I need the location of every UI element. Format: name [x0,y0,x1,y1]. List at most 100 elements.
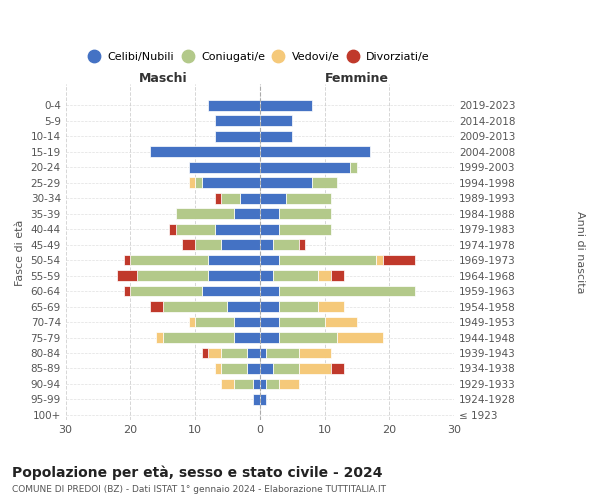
Bar [150,146,260,157]
Bar [350,162,357,172]
Bar [227,301,260,312]
Bar [150,301,163,312]
Bar [169,224,176,234]
Bar [260,316,279,328]
Bar [260,270,273,281]
Bar [311,177,337,188]
Bar [266,348,299,358]
Bar [195,177,202,188]
Bar [260,130,292,141]
Bar [331,270,344,281]
Legend: Celibi/Nubili, Coniugati/e, Vedovi/e, Divorziati/e: Celibi/Nubili, Coniugati/e, Vedovi/e, Di… [85,46,434,66]
Bar [221,363,247,374]
Y-axis label: Anni di nascita: Anni di nascita [575,211,585,294]
Bar [260,332,279,343]
Bar [202,177,260,188]
Bar [124,254,130,266]
Bar [221,378,234,390]
Bar [318,270,331,281]
Text: COMUNE DI PREDOI (BZ) - Dati ISTAT 1° gennaio 2024 - Elaborazione TUTTITALIA.IT: COMUNE DI PREDOI (BZ) - Dati ISTAT 1° ge… [12,485,386,494]
Bar [118,270,137,281]
Bar [130,286,202,296]
Bar [299,239,305,250]
Bar [299,363,331,374]
Bar [260,239,273,250]
Bar [273,270,318,281]
Bar [266,378,279,390]
Bar [195,316,234,328]
Bar [279,316,325,328]
Bar [241,192,260,203]
Bar [202,348,208,358]
Bar [208,270,260,281]
Bar [247,348,260,358]
Bar [260,115,292,126]
Bar [215,363,221,374]
Bar [260,348,266,358]
Bar [176,224,215,234]
Bar [215,224,260,234]
Bar [337,332,383,343]
Bar [260,224,279,234]
Bar [260,192,286,203]
Text: Popolazione per età, sesso e stato civile - 2024: Popolazione per età, sesso e stato civil… [12,465,383,479]
Bar [260,254,279,266]
Bar [156,332,163,343]
Bar [234,378,253,390]
Bar [195,239,221,250]
Bar [279,208,331,219]
Bar [279,301,318,312]
Bar [260,378,266,390]
Bar [260,100,311,110]
Bar [176,208,234,219]
Bar [260,363,273,374]
Bar [273,363,299,374]
Bar [163,301,227,312]
Bar [137,270,208,281]
Bar [253,378,260,390]
Bar [253,394,260,405]
Bar [130,254,208,266]
Bar [273,239,299,250]
Bar [279,378,299,390]
Bar [188,177,195,188]
Bar [260,177,311,188]
Bar [234,316,260,328]
Bar [260,208,279,219]
Bar [188,316,195,328]
Bar [279,286,415,296]
Bar [208,348,221,358]
Bar [260,286,279,296]
Bar [260,301,279,312]
Bar [247,363,260,374]
Bar [279,332,337,343]
Bar [234,208,260,219]
Bar [202,286,260,296]
Bar [215,130,260,141]
Bar [383,254,415,266]
Bar [376,254,383,266]
Bar [286,192,331,203]
Bar [221,348,247,358]
Bar [260,394,266,405]
Bar [325,316,357,328]
Bar [234,332,260,343]
Bar [188,162,260,172]
Bar [221,192,241,203]
Bar [208,254,260,266]
Bar [124,286,130,296]
Bar [215,192,221,203]
Bar [221,239,260,250]
Text: Femmine: Femmine [325,72,389,85]
Bar [260,162,350,172]
Bar [163,332,234,343]
Bar [318,301,344,312]
Bar [279,254,376,266]
Bar [331,363,344,374]
Y-axis label: Fasce di età: Fasce di età [15,219,25,286]
Bar [215,115,260,126]
Bar [182,239,195,250]
Bar [260,146,370,157]
Bar [299,348,331,358]
Text: Maschi: Maschi [139,72,187,85]
